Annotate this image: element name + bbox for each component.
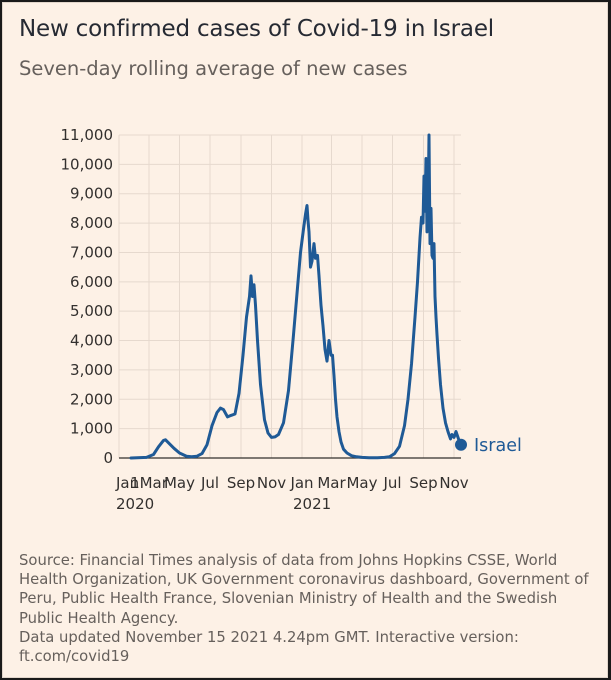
y-tick-label: 3,000: [70, 361, 113, 379]
series-end-point: [455, 438, 467, 451]
y-tick-label: 1,000: [70, 420, 113, 438]
x-tick-label: May: [346, 474, 377, 492]
x-tick-label: 1Mar: [130, 474, 169, 492]
x-tick-label: Jan: [115, 474, 139, 492]
y-tick-label: 2,000: [70, 390, 113, 408]
chart-subtitle: Seven-day rolling average of new cases: [19, 57, 408, 80]
y-tick-label: 7,000: [70, 243, 113, 261]
x-tick-label: Mar: [317, 474, 346, 492]
series-layer: Israel: [129, 133, 522, 460]
series-line-israel: [129, 133, 463, 460]
x-tick-label: Nov: [257, 474, 286, 492]
y-tick-label: 9,000: [70, 185, 113, 203]
y-tick-label: 4,000: [70, 332, 113, 350]
gridlines: [118, 134, 461, 458]
source-note: Source: Financial Times analysis of data…: [19, 551, 595, 666]
x-tick-label: Sep: [227, 474, 255, 492]
y-axis-tick-labels: 0 1,000 2,000 3,000 4,000 5,000 6,000 7,000 8,00…: [61, 126, 114, 467]
x-tick-label: May: [164, 474, 195, 492]
y-tick-label: 10,000: [61, 155, 114, 173]
updated-text: Data updated November 15 2021 4.24pm GMT…: [19, 628, 519, 666]
y-tick-label: 0: [103, 449, 113, 467]
y-tick-label: 8,000: [70, 214, 113, 232]
line-chart: 0 1,000 2,000 3,000 4,000 5,000 6,000 7,000 8,00…: [61, 126, 522, 513]
y-tick-label: 5,000: [70, 302, 113, 320]
x-tick-label: Sep: [409, 474, 437, 492]
series-label: Israel: [474, 436, 522, 456]
x-tick-label: Jul: [382, 474, 401, 492]
x-tick-year-label: 2020: [116, 495, 154, 513]
x-tick-year-label: 2021: [293, 495, 331, 513]
y-tick-label: 6,000: [70, 273, 113, 291]
x-tick-label: Jan: [289, 474, 313, 492]
x-tick-label: Jul: [200, 474, 219, 492]
y-tick-label: 11,000: [61, 126, 114, 144]
x-tick-label: Nov: [439, 474, 468, 492]
source-text: Source: Financial Times analysis of data…: [19, 552, 589, 627]
chart-title: New confirmed cases of Covid-19 in Israe…: [19, 16, 494, 42]
